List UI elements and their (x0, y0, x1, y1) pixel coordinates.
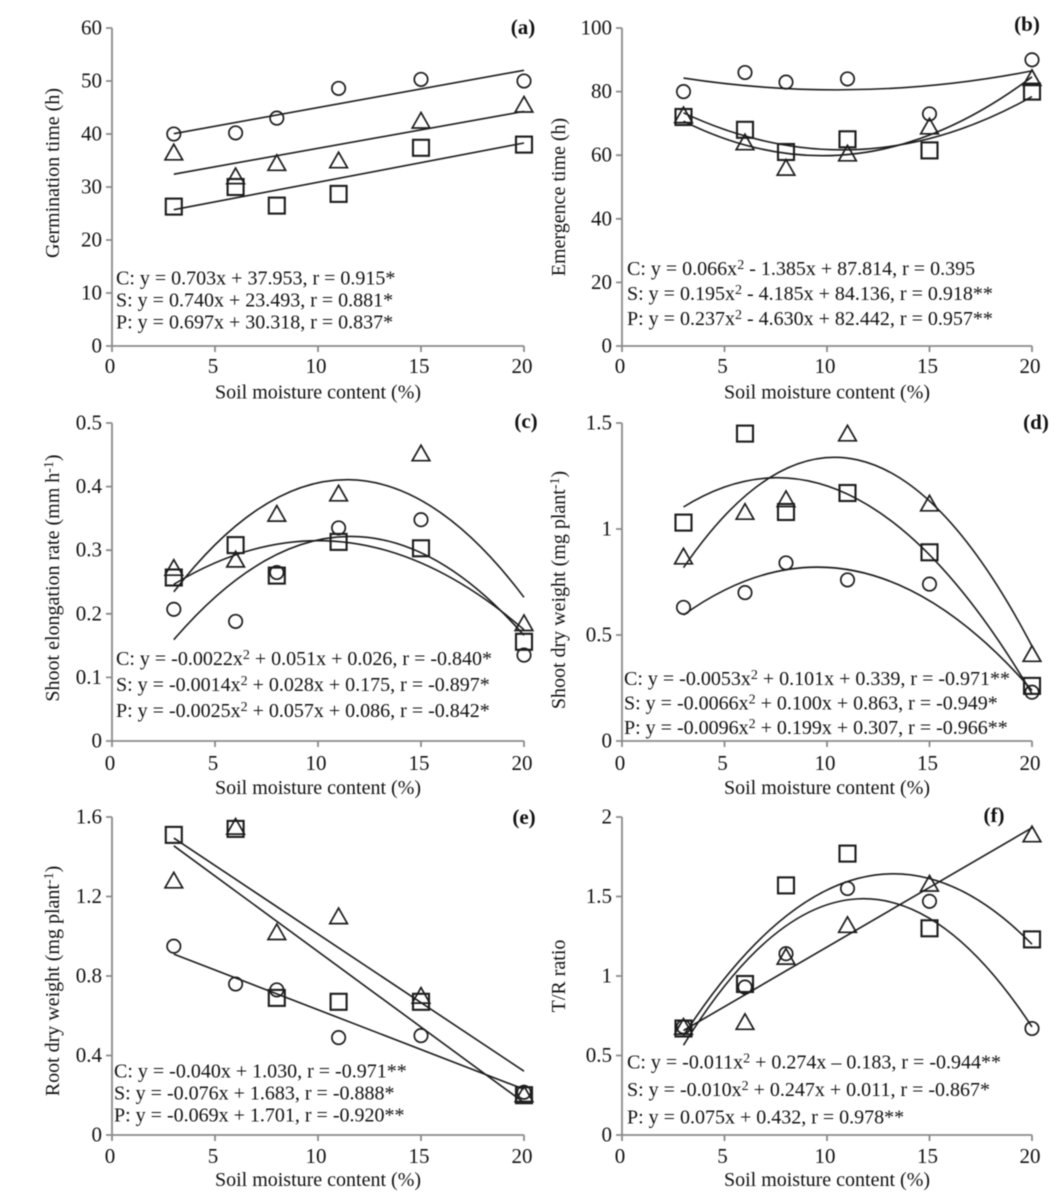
svg-text:5: 5 (717, 751, 728, 775)
svg-text:50: 50 (81, 69, 102, 93)
svg-text:30: 30 (81, 175, 102, 199)
svg-text:10: 10 (306, 751, 327, 775)
svg-text:5: 5 (208, 354, 219, 378)
svg-text:Emergence time (h): Emergence time (h) (548, 118, 570, 276)
svg-text:Soil moisture content (%): Soil moisture content (%) (724, 777, 930, 799)
svg-text:T/R ratio: T/R ratio (548, 940, 570, 1013)
svg-text:P: y = -0.0025x2 + 0.057x + 0.: P: y = -0.0025x2 + 0.057x + 0.086, r = -… (116, 700, 490, 722)
svg-text:0: 0 (92, 729, 103, 753)
svg-text:20: 20 (591, 270, 612, 294)
svg-text:0: 0 (615, 354, 626, 378)
svg-text:20: 20 (1020, 751, 1041, 775)
svg-text:Root dry weight (mg plant-1): Root dry weight (mg plant-1) (42, 866, 64, 1097)
svg-text:C: y = -0.011x2 + 0.274x – 0.1: C: y = -0.011x2 + 0.274x – 0.183, r = -0… (627, 1052, 1001, 1074)
svg-text:0.3: 0.3 (76, 538, 102, 562)
svg-text:(c): (c) (514, 409, 537, 433)
svg-text:2: 2 (602, 805, 613, 829)
svg-text:S: y = 0.740x + 23.493, r = 0.: S: y = 0.740x + 23.493, r = 0.881* (116, 289, 393, 311)
svg-text:5: 5 (208, 1144, 219, 1168)
svg-text:20: 20 (1020, 1144, 1041, 1168)
svg-text:(f): (f) (984, 803, 1005, 827)
svg-text:80: 80 (591, 79, 612, 103)
svg-text:P: y = 0.697x + 30.318, r = 0.: P: y = 0.697x + 30.318, r = 0.837* (116, 311, 393, 333)
svg-text:0.4: 0.4 (76, 1043, 103, 1067)
svg-text:(a): (a) (511, 15, 536, 39)
svg-text:10: 10 (306, 1144, 327, 1168)
svg-text:0: 0 (602, 1123, 613, 1147)
svg-text:Soil moisture content (%): Soil moisture content (%) (215, 382, 421, 404)
svg-text:100: 100 (581, 16, 613, 40)
svg-text:Shoot dry weight (mg plant-1): Shoot dry weight (mg plant-1) (548, 471, 570, 709)
svg-text:15: 15 (409, 354, 430, 378)
svg-text:0: 0 (92, 1123, 103, 1147)
svg-text:0: 0 (602, 729, 613, 753)
svg-text:20: 20 (512, 1144, 533, 1168)
svg-text:(d): (d) (1023, 410, 1049, 434)
svg-text:(b): (b) (1014, 12, 1040, 36)
svg-text:P: y = 0.237x2 - 4.630x + 82.4: P: y = 0.237x2 - 4.630x + 82.442, r = 0.… (627, 308, 993, 330)
svg-text:15: 15 (917, 354, 938, 378)
svg-text:0.1: 0.1 (76, 665, 102, 689)
svg-text:40: 40 (81, 122, 102, 146)
svg-text:1.5: 1.5 (586, 884, 612, 908)
svg-text:1.5: 1.5 (586, 411, 612, 435)
svg-text:0: 0 (105, 354, 116, 378)
svg-text:0.4: 0.4 (76, 474, 103, 498)
svg-text:Soil moisture content (%): Soil moisture content (%) (724, 1169, 930, 1191)
svg-text:Soil moisture content (%): Soil moisture content (%) (215, 1169, 421, 1191)
svg-text:5: 5 (717, 354, 728, 378)
svg-text:Germination time (h): Germination time (h) (42, 88, 64, 258)
svg-text:P: y = 0.075x + 0.432, r = 0.9: P: y = 0.075x + 0.432, r = 0.978** (627, 1107, 904, 1129)
svg-text:0: 0 (602, 334, 613, 358)
svg-text:15: 15 (917, 1144, 938, 1168)
svg-text:C: y = -0.040x + 1.030, r = -0: C: y = -0.040x + 1.030, r = -0.971** (114, 1061, 407, 1083)
svg-text:20: 20 (1020, 354, 1041, 378)
svg-text:60: 60 (591, 143, 612, 167)
svg-text:20: 20 (81, 228, 102, 252)
svg-text:0: 0 (92, 334, 103, 358)
svg-text:0.8: 0.8 (76, 964, 102, 988)
svg-text:1.2: 1.2 (76, 884, 102, 908)
svg-text:20: 20 (512, 354, 533, 378)
svg-text:10: 10 (815, 1144, 836, 1168)
svg-text:5: 5 (717, 1144, 728, 1168)
svg-text:0.2: 0.2 (76, 601, 102, 625)
svg-text:1: 1 (602, 964, 613, 988)
svg-text:C: y = 0.703x + 37.953, r = 0.: C: y = 0.703x + 37.953, r = 0.915* (116, 267, 395, 289)
svg-text:P: y = -0.069x + 1.701, r = -0: P: y = -0.069x + 1.701, r = -0.920** (114, 1105, 405, 1127)
svg-text:C: y = 0.066x2 - 1.385x + 87.8: C: y = 0.066x2 - 1.385x + 87.814, r = 0.… (627, 258, 975, 280)
svg-text:C: y = -0.0053x2 + 0.101x + 0.: C: y = -0.0053x2 + 0.101x + 0.339, r = -… (624, 668, 1010, 690)
svg-text:S: y = -0.076x + 1.683, r = -0: S: y = -0.076x + 1.683, r = -0.888* (114, 1083, 395, 1105)
svg-text:40: 40 (591, 206, 612, 230)
svg-text:15: 15 (409, 1144, 430, 1168)
svg-text:Soil moisture content (%): Soil moisture content (%) (724, 382, 930, 404)
svg-text:0: 0 (615, 1144, 626, 1168)
svg-text:0.5: 0.5 (586, 1043, 612, 1067)
svg-text:S: y = -0.0014x2 + 0.028x + 0.: S: y = -0.0014x2 + 0.028x + 0.175, r = -… (116, 674, 490, 696)
svg-text:0: 0 (105, 1144, 116, 1168)
svg-text:P: y = -0.0096x2 + 0.199x + 0.: P: y = -0.0096x2 + 0.199x + 0.307, r = -… (624, 717, 1008, 739)
svg-text:1.6: 1.6 (76, 805, 102, 829)
svg-text:0.5: 0.5 (76, 411, 102, 435)
svg-text:C: y = -0.0022x2 + 0.051x + 0.: C: y = -0.0022x2 + 0.051x + 0.026, r = -… (116, 648, 492, 670)
svg-text:0: 0 (615, 751, 626, 775)
svg-text:S: y = 0.195x2 - 4.185x + 84.1: S: y = 0.195x2 - 4.185x + 84.136, r = 0.… (627, 283, 993, 305)
svg-text:10: 10 (306, 354, 327, 378)
svg-text:10: 10 (81, 281, 102, 305)
svg-text:15: 15 (409, 751, 430, 775)
svg-text:0.5: 0.5 (586, 623, 612, 647)
svg-text:1: 1 (602, 517, 613, 541)
svg-text:10: 10 (815, 354, 836, 378)
svg-text:Soil moisture content (%): Soil moisture content (%) (215, 777, 421, 799)
svg-text:Shoot elongation rate (mm h-1): Shoot elongation rate (mm h-1) (42, 454, 64, 701)
svg-text:20: 20 (512, 751, 533, 775)
svg-text:0: 0 (105, 751, 116, 775)
svg-text:S: y = -0.0066x2 + 0.100x + 0.: S: y = -0.0066x2 + 0.100x + 0.863, r = -… (624, 693, 998, 715)
svg-text:15: 15 (917, 751, 938, 775)
svg-text:S: y = -0.010x2 + 0.247x + 0.0: S: y = -0.010x2 + 0.247x + 0.011, r = -0… (627, 1079, 990, 1101)
svg-text:5: 5 (208, 751, 219, 775)
svg-text:60: 60 (81, 16, 102, 40)
svg-text:10: 10 (815, 751, 836, 775)
svg-text:(e): (e) (512, 805, 535, 829)
